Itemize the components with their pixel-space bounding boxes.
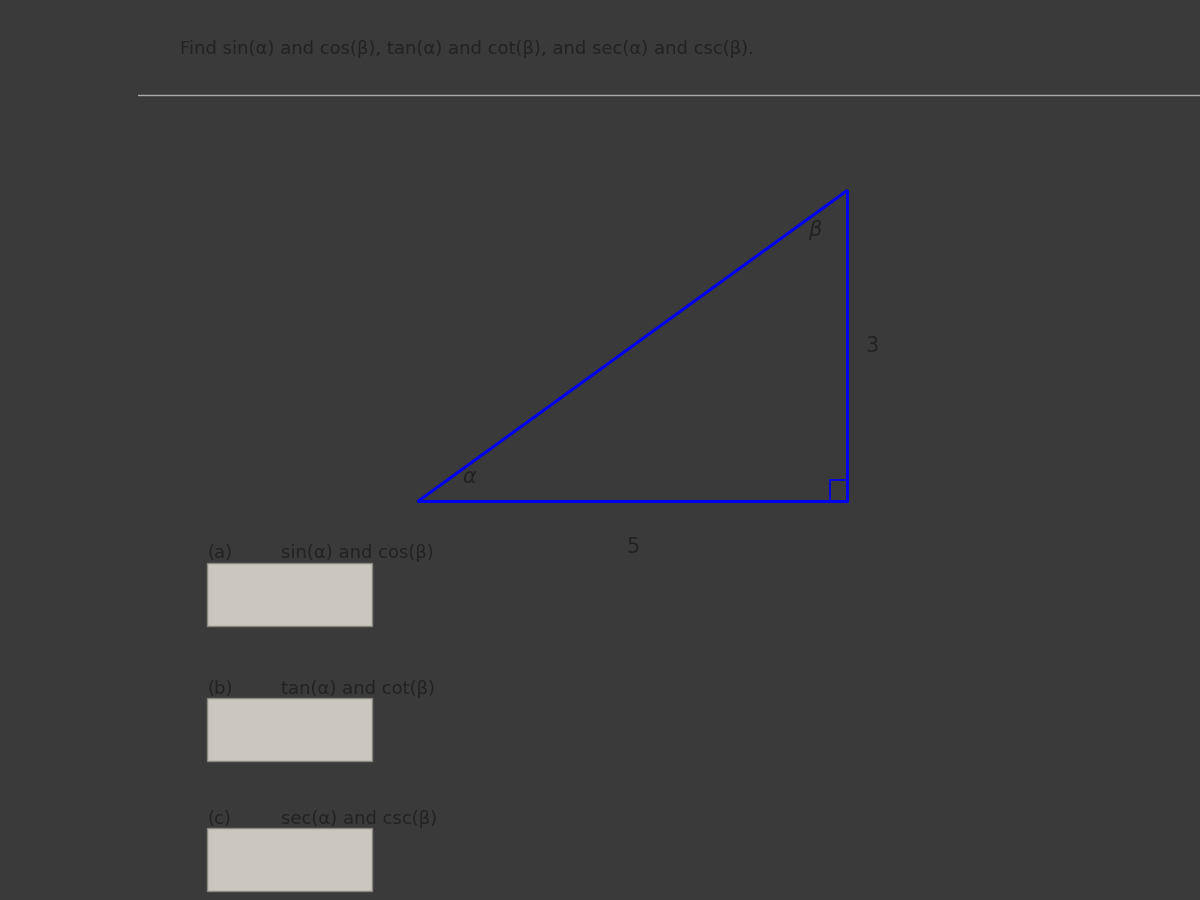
Text: α: α bbox=[463, 466, 476, 487]
Bar bbox=[208, 562, 372, 626]
Text: 5: 5 bbox=[626, 537, 640, 557]
Bar bbox=[208, 698, 372, 760]
Text: β: β bbox=[809, 220, 822, 240]
Text: (c): (c) bbox=[208, 810, 230, 828]
Text: (a): (a) bbox=[208, 544, 232, 562]
Bar bbox=[208, 828, 372, 891]
Text: Find sin(α) and cos(β), tan(α) and cot(β), and sec(α) and csc(β).: Find sin(α) and cos(β), tan(α) and cot(β… bbox=[180, 40, 755, 58]
Text: (b): (b) bbox=[208, 680, 233, 698]
Text: tan(α) and cot(β): tan(α) and cot(β) bbox=[281, 680, 436, 698]
Text: sin(α) and cos(β): sin(α) and cos(β) bbox=[281, 544, 434, 562]
Text: 3: 3 bbox=[865, 336, 878, 356]
Text: sec(α) and csc(β): sec(α) and csc(β) bbox=[281, 810, 438, 828]
